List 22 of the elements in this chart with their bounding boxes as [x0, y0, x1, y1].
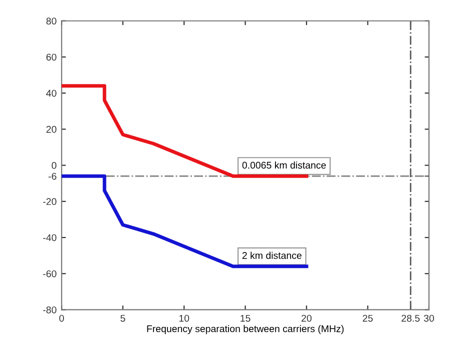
- line-series: [62, 174, 308, 268]
- annotation: 0.0065 km distance: [242, 162, 326, 169]
- y-tick-label: 80: [46, 18, 56, 24]
- y-tick-label: 60: [46, 54, 56, 61]
- x-tick-label: 30: [424, 314, 434, 322]
- y-tick-label: -6: [48, 172, 56, 180]
- x-tick-label: 25: [362, 314, 373, 322]
- annotation: 2 km distance: [242, 252, 302, 259]
- y-tick-label: -40: [43, 234, 56, 242]
- x-tick-label: 20: [302, 314, 312, 322]
- x-tick-label: 10: [179, 314, 190, 322]
- x-tick-label: 28.5: [402, 314, 420, 322]
- y-tick-label: -80: [43, 306, 56, 314]
- y-tick-label: 20: [46, 126, 56, 133]
- x-axis-title: Frequency separation between carriers (MHz): [147, 325, 344, 334]
- x-tick-label: 15: [240, 314, 250, 322]
- y-tick-label: -20: [43, 198, 56, 206]
- x-tick-label: 0: [59, 314, 64, 322]
- y-tick-label: -60: [43, 270, 56, 278]
- x-tick-label: 5: [120, 314, 126, 322]
- y-tick-label: 40: [46, 90, 56, 97]
- y-tick-label: 0: [52, 162, 56, 169]
